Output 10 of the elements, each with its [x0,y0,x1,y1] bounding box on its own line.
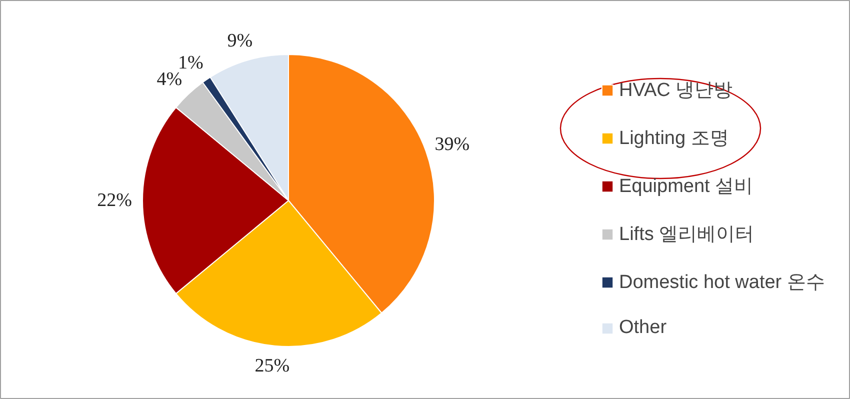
data-label: 22% [97,190,132,211]
data-label: 25% [254,355,290,376]
legend-label: Lighting 조명 [619,127,729,151]
legend-label: HVAC 냉난방 [619,79,733,103]
data-label: 9% [227,30,253,52]
legend-label: Equipment 설비 [619,175,754,199]
legend-label: Domestic hot water 온수 [619,271,825,295]
legend-label: Other [619,317,667,339]
data-label: 39% [434,134,470,155]
legend-label: Lifts 엘리베이터 [619,223,754,247]
